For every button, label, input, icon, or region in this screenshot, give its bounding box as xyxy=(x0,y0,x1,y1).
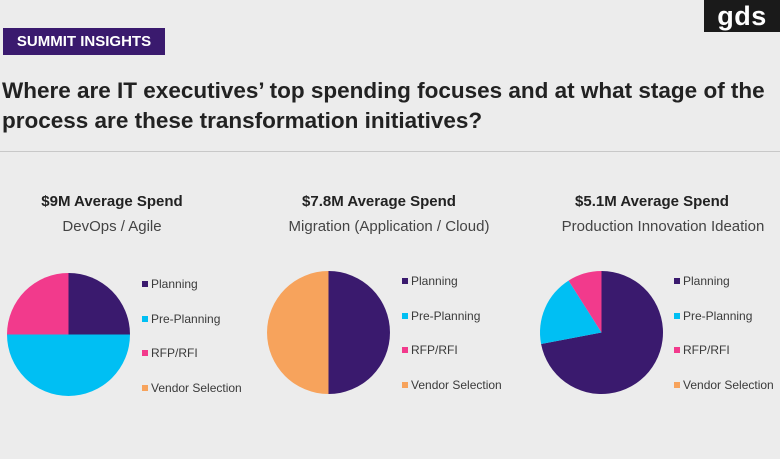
legend-swatch xyxy=(402,381,408,388)
chart-2-pie xyxy=(267,271,390,394)
legend-item-vendor-selection: Vendor Selection xyxy=(402,378,502,392)
legend-swatch xyxy=(674,312,680,319)
legend-label: Pre-Planning xyxy=(411,308,481,323)
legend-label: Vendor Selection xyxy=(411,377,502,392)
pie-slice-rfp-rfi xyxy=(568,271,602,333)
legend-swatch xyxy=(674,381,680,388)
legend-label: RFP/RFI xyxy=(411,343,458,357)
legend-swatch xyxy=(142,350,148,356)
legend-label: RFP/RFI xyxy=(683,343,730,357)
legend-item-vendor-selection: Vendor Selection xyxy=(142,381,242,395)
gds-logo: gds xyxy=(704,0,780,32)
legend-label: Pre-Planning xyxy=(151,311,221,326)
legend-swatch xyxy=(142,315,148,322)
pie-slice-pre-planning xyxy=(7,334,130,396)
legend-label: Planning xyxy=(683,274,730,288)
legend-item-rfp-rfi: RFP/RFI xyxy=(142,346,198,360)
slide-headline: Where are IT executives’ top spending fo… xyxy=(2,78,765,133)
summit-insights-badge: SUMMIT INSIGHTS xyxy=(3,28,165,55)
legend-label: Vendor Selection xyxy=(151,380,242,395)
legend-item-planning: Planning xyxy=(674,274,730,288)
legend-label: Pre-Planning xyxy=(683,308,753,323)
legend-label: Planning xyxy=(151,277,198,291)
chart-2-title: $7.8M Average Spend xyxy=(302,193,456,210)
legend-swatch xyxy=(402,347,408,353)
legend-item-vendor-selection: Vendor Selection xyxy=(674,378,774,392)
legend-label: Planning xyxy=(411,274,458,288)
legend-item-pre-planning: Pre-Planning xyxy=(674,309,752,323)
legend-swatch xyxy=(402,278,408,284)
legend-label: RFP/RFI xyxy=(151,346,198,360)
chart-2-subtitle: Migration (Application / Cloud) xyxy=(288,218,490,235)
pie-slice-vendor-selection xyxy=(267,271,329,394)
pie-slice-rfp-rfi xyxy=(7,273,69,335)
pie-slice-planning xyxy=(328,271,390,394)
chart-3-subtitle: Production Innovation Ideation xyxy=(561,218,765,235)
legend-swatch xyxy=(142,281,148,287)
legend-label: Vendor Selection xyxy=(683,377,774,392)
chart-3-pie xyxy=(540,271,663,394)
chart-1-subtitle: DevOps / Agile xyxy=(62,218,162,235)
legend-item-pre-planning: Pre-Planning xyxy=(402,309,480,323)
pie-slice-pre-planning xyxy=(540,280,602,345)
legend-swatch xyxy=(402,312,408,319)
legend-swatch xyxy=(142,384,148,391)
divider xyxy=(0,151,780,152)
legend-item-rfp-rfi: RFP/RFI xyxy=(402,343,458,357)
legend-item-planning: Planning xyxy=(402,274,458,288)
chart-1-title: $9M Average Spend xyxy=(41,193,183,210)
legend-item-rfp-rfi: RFP/RFI xyxy=(674,343,730,357)
legend-swatch xyxy=(674,278,680,284)
legend-swatch xyxy=(674,347,680,353)
chart-1-pie xyxy=(7,273,130,396)
legend-item-planning: Planning xyxy=(142,277,198,291)
chart-3-title: $5.1M Average Spend xyxy=(575,193,729,210)
pie-slice-planning xyxy=(68,273,130,335)
legend-item-pre-planning: Pre-Planning xyxy=(142,312,220,326)
pie-slice-planning xyxy=(541,271,663,394)
